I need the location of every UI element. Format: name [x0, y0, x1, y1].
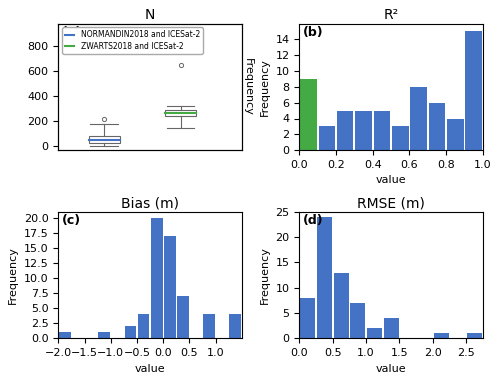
Bar: [447, 118, 464, 150]
Legend: NORMANDIN2018 and ICESat-2, ZWARTS2018 and ICESat-2: NORMANDIN2018 and ICESat-2, ZWARTS2018 a…: [62, 28, 203, 54]
Bar: [166, 110, 196, 116]
Bar: [334, 272, 348, 338]
Title: RMSE (m): RMSE (m): [357, 197, 425, 210]
Bar: [98, 332, 110, 338]
Bar: [434, 333, 448, 338]
Bar: [300, 79, 317, 150]
Bar: [138, 314, 149, 338]
Bar: [384, 318, 398, 338]
Y-axis label: Frequency: Frequency: [243, 58, 253, 116]
Bar: [124, 326, 136, 338]
X-axis label: value: value: [376, 175, 406, 185]
Bar: [317, 217, 332, 338]
Text: (a): (a): [62, 26, 82, 39]
Bar: [356, 110, 372, 150]
Title: R²: R²: [384, 8, 398, 22]
Bar: [300, 103, 317, 150]
Text: (c): (c): [62, 214, 81, 227]
Y-axis label: Frequency: Frequency: [260, 246, 270, 304]
Bar: [367, 328, 382, 338]
Title: N: N: [145, 8, 156, 22]
Bar: [164, 236, 175, 338]
X-axis label: value: value: [135, 364, 166, 374]
Text: (d): (d): [303, 214, 324, 227]
Bar: [203, 314, 215, 338]
Bar: [374, 110, 390, 150]
Text: (b): (b): [303, 26, 324, 39]
Bar: [318, 126, 335, 150]
Y-axis label: Frequency: Frequency: [260, 58, 270, 116]
Bar: [177, 296, 189, 338]
Bar: [466, 31, 482, 150]
Bar: [230, 314, 241, 338]
Bar: [59, 332, 71, 338]
Title: Bias (m): Bias (m): [121, 197, 179, 210]
Bar: [300, 298, 315, 338]
Bar: [428, 103, 445, 150]
Bar: [467, 333, 482, 338]
Bar: [410, 87, 427, 150]
Bar: [392, 126, 408, 150]
Bar: [89, 136, 120, 142]
X-axis label: value: value: [376, 364, 406, 374]
Bar: [337, 110, 353, 150]
Bar: [151, 218, 162, 338]
Bar: [350, 303, 365, 338]
Y-axis label: Frequency: Frequency: [8, 246, 18, 304]
